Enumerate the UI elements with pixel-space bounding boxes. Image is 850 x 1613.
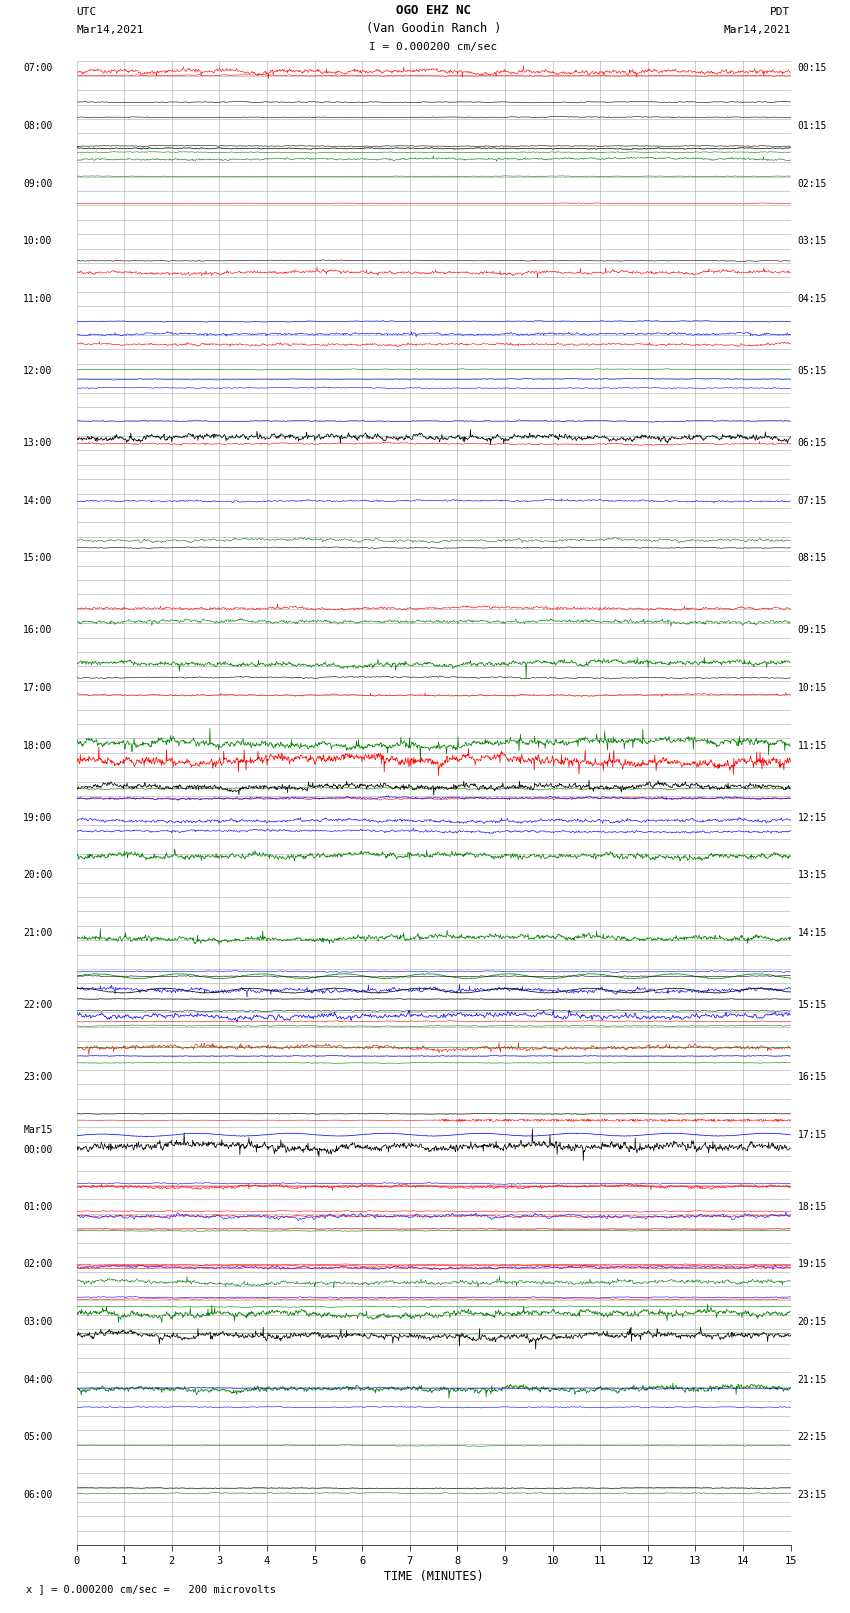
Text: 23:15: 23:15 [797, 1490, 827, 1500]
Text: 18:00: 18:00 [23, 740, 53, 750]
Text: 00:00: 00:00 [23, 1145, 53, 1155]
Text: PDT: PDT [770, 6, 790, 16]
Text: 01:00: 01:00 [23, 1202, 53, 1211]
Text: 05:15: 05:15 [797, 366, 827, 376]
Text: 22:00: 22:00 [23, 1000, 53, 1010]
Text: x ] = 0.000200 cm/sec =   200 microvolts: x ] = 0.000200 cm/sec = 200 microvolts [26, 1584, 275, 1594]
Text: 10:15: 10:15 [797, 682, 827, 694]
Text: 19:00: 19:00 [23, 813, 53, 823]
Text: 19:15: 19:15 [797, 1260, 827, 1269]
Text: 06:15: 06:15 [797, 439, 827, 448]
Text: 08:15: 08:15 [797, 553, 827, 563]
Text: 09:15: 09:15 [797, 626, 827, 636]
Text: 17:15: 17:15 [797, 1129, 827, 1140]
Text: 18:15: 18:15 [797, 1202, 827, 1211]
Text: 11:00: 11:00 [23, 294, 53, 303]
Text: 03:15: 03:15 [797, 237, 827, 247]
Text: 08:00: 08:00 [23, 121, 53, 131]
Text: 15:00: 15:00 [23, 553, 53, 563]
Text: 07:15: 07:15 [797, 495, 827, 506]
Text: 02:15: 02:15 [797, 179, 827, 189]
Text: 02:00: 02:00 [23, 1260, 53, 1269]
Text: 09:00: 09:00 [23, 179, 53, 189]
Text: 16:00: 16:00 [23, 626, 53, 636]
Text: 05:00: 05:00 [23, 1432, 53, 1442]
Text: Mar14,2021: Mar14,2021 [723, 24, 791, 34]
Text: UTC: UTC [76, 6, 97, 16]
Text: 15:15: 15:15 [797, 1000, 827, 1010]
Text: 23:00: 23:00 [23, 1073, 53, 1082]
Text: 12:15: 12:15 [797, 813, 827, 823]
Text: 04:15: 04:15 [797, 294, 827, 303]
Text: I = 0.000200 cm/sec: I = 0.000200 cm/sec [370, 42, 497, 52]
Text: OGO EHZ NC: OGO EHZ NC [396, 3, 471, 16]
Text: 10:00: 10:00 [23, 237, 53, 247]
Text: 16:15: 16:15 [797, 1073, 827, 1082]
Text: 14:00: 14:00 [23, 495, 53, 506]
Text: (Van Goodin Ranch ): (Van Goodin Ranch ) [366, 21, 502, 34]
Text: 07:00: 07:00 [23, 63, 53, 74]
Text: 13:15: 13:15 [797, 871, 827, 881]
Text: Mar15: Mar15 [23, 1126, 53, 1136]
Text: 14:15: 14:15 [797, 927, 827, 937]
Text: 13:00: 13:00 [23, 439, 53, 448]
Text: 12:00: 12:00 [23, 366, 53, 376]
Text: 20:00: 20:00 [23, 871, 53, 881]
Text: 00:15: 00:15 [797, 63, 827, 74]
Text: 11:15: 11:15 [797, 740, 827, 750]
Text: 06:00: 06:00 [23, 1490, 53, 1500]
Text: 17:00: 17:00 [23, 682, 53, 694]
Text: 21:15: 21:15 [797, 1374, 827, 1384]
Text: 03:00: 03:00 [23, 1316, 53, 1327]
X-axis label: TIME (MINUTES): TIME (MINUTES) [383, 1569, 484, 1582]
Text: Mar14,2021: Mar14,2021 [76, 24, 144, 34]
Text: 22:15: 22:15 [797, 1432, 827, 1442]
Text: 20:15: 20:15 [797, 1316, 827, 1327]
Text: 01:15: 01:15 [797, 121, 827, 131]
Text: 04:00: 04:00 [23, 1374, 53, 1384]
Text: 21:00: 21:00 [23, 927, 53, 937]
